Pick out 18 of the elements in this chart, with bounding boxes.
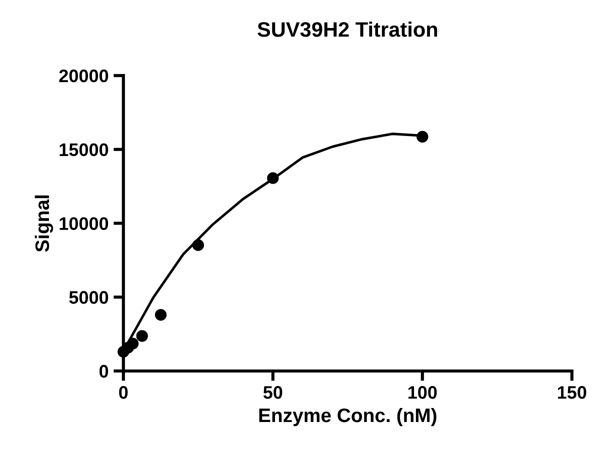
y-tick-label: 5000 <box>69 291 108 304</box>
point <box>154 309 167 321</box>
point <box>136 330 148 342</box>
x-tick-label: 50 <box>263 386 282 399</box>
x-tick-label: 0 <box>119 386 128 399</box>
y-tick-label: 0 <box>100 364 108 378</box>
point <box>416 130 428 143</box>
chart-title: SUV39H2 Titration <box>258 22 438 37</box>
point <box>126 338 139 350</box>
x-tick-label: 150 <box>558 386 586 399</box>
x-axis-title: Enzyme Conc. (nM) <box>259 408 436 426</box>
y-tick-label: 20000 <box>59 70 108 82</box>
y-tick-label: 10000 <box>60 217 108 230</box>
y-axis-title: Signal <box>34 195 54 252</box>
x-tick-label: 100 <box>408 386 437 399</box>
y-tick-label: 15000 <box>60 143 108 156</box>
point <box>192 239 204 251</box>
point <box>267 172 279 184</box>
